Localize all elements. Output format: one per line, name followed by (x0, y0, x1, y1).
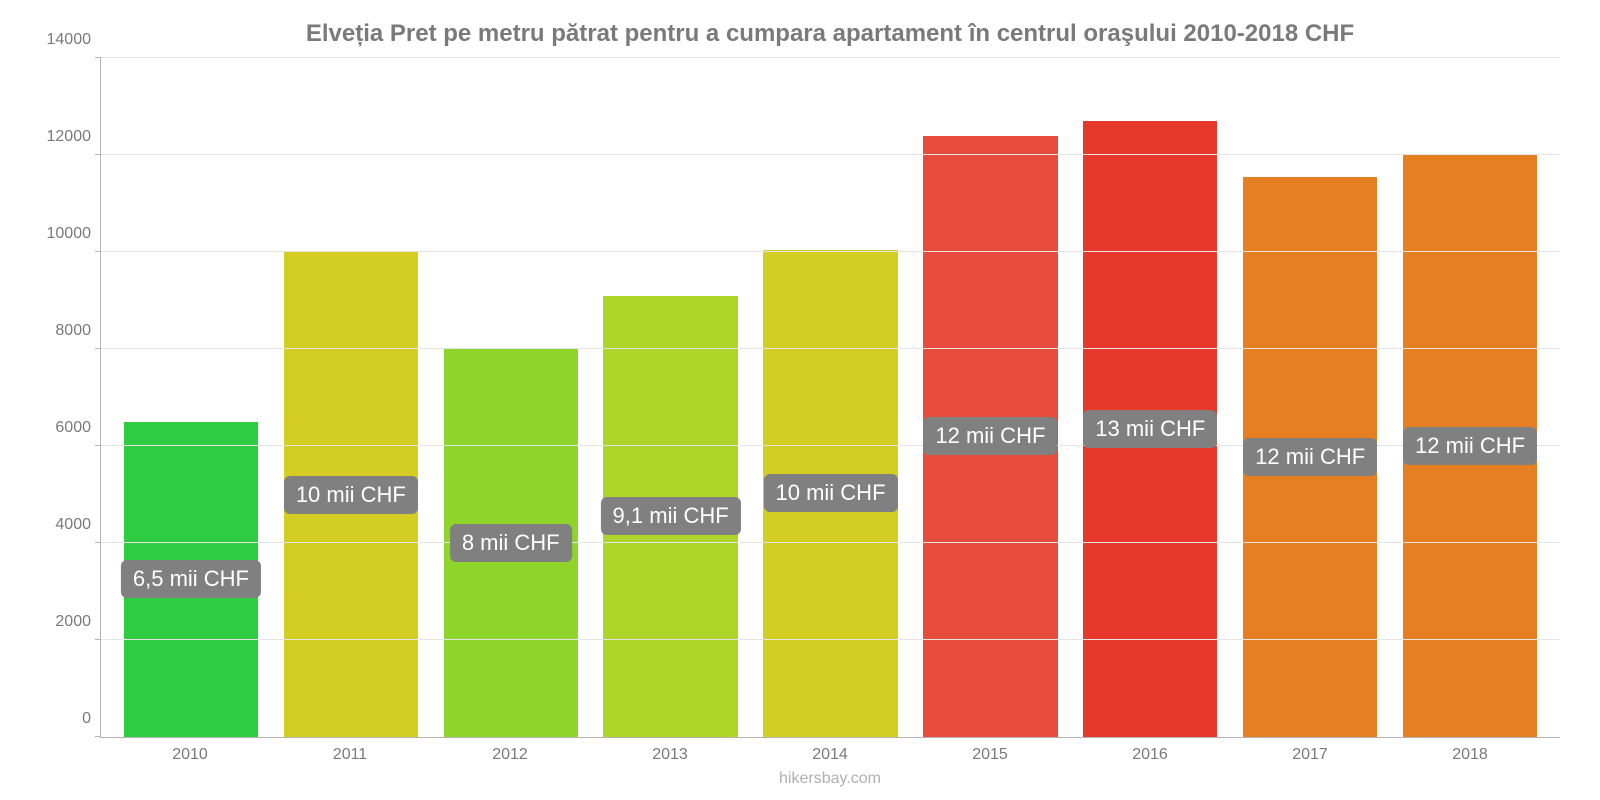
x-tick-label: 2011 (270, 746, 430, 764)
bar-slot: 8 mii CHF (431, 58, 591, 737)
bar-slot: 10 mii CHF (271, 58, 431, 737)
x-tick-label: 2013 (590, 746, 750, 764)
grid-line (101, 639, 1560, 640)
y-tick-label: 10000 (31, 225, 91, 243)
y-tick-label: 12000 (31, 128, 91, 146)
y-tick-label: 6000 (31, 419, 91, 437)
chart-container: Elveția Pret pe metru pătrat pentru a cu… (0, 0, 1600, 800)
y-tick-label: 4000 (31, 516, 91, 534)
source-label: hikersbay.com (100, 770, 1560, 788)
y-tick-mark (95, 639, 101, 640)
bar: 10 mii CHF (284, 252, 418, 737)
bar-value-label: 12 mii CHF (1243, 438, 1377, 476)
x-axis-labels: 201020112012201320142015201620172018 (100, 746, 1560, 764)
grid-line (101, 251, 1560, 252)
y-tick-label: 2000 (31, 613, 91, 631)
x-tick-label: 2010 (110, 746, 270, 764)
bar: 6,5 mii CHF (124, 422, 258, 737)
bar: 12 mii CHF (1403, 155, 1537, 737)
bar-value-label: 10 mii CHF (763, 474, 897, 512)
bar: 8 mii CHF (444, 349, 578, 737)
x-tick-label: 2015 (910, 746, 1070, 764)
y-tick-label: 8000 (31, 322, 91, 340)
bar: 10 mii CHF (763, 250, 897, 737)
bars-group: 6,5 mii CHF 10 mii CHF 8 mii CHF 9,1 mii CH… (101, 58, 1560, 737)
bar-value-label: 10 mii CHF (284, 476, 418, 514)
y-tick-label: 0 (31, 710, 91, 728)
bar: 9,1 mii CHF (603, 296, 737, 737)
x-tick-label: 2018 (1390, 746, 1550, 764)
y-tick-mark (95, 348, 101, 349)
bar-slot: 12 mii CHF (1390, 58, 1550, 737)
y-tick-mark (95, 251, 101, 252)
bar-slot: 13 mii CHF (1070, 58, 1230, 737)
bar-value-label: 6,5 mii CHF (121, 560, 261, 598)
y-tick-mark (95, 445, 101, 446)
bar-slot: 12 mii CHF (910, 58, 1070, 737)
y-tick-mark (95, 154, 101, 155)
bar: 13 mii CHF (1083, 121, 1217, 737)
bar-slot: 6,5 mii CHF (111, 58, 271, 737)
chart-title: Elveția Pret pe metru pătrat pentru a cu… (100, 20, 1560, 48)
y-tick-mark (95, 736, 101, 737)
plot-area: 6,5 mii CHF 10 mii CHF 8 mii CHF 9,1 mii CH… (100, 58, 1560, 738)
grid-line (101, 542, 1560, 543)
x-tick-label: 2017 (1230, 746, 1390, 764)
bar-value-label: 9,1 mii CHF (601, 497, 741, 535)
grid-line (101, 154, 1560, 155)
x-tick-label: 2012 (430, 746, 590, 764)
bar-value-label: 12 mii CHF (923, 417, 1057, 455)
grid-line (101, 348, 1560, 349)
bar: 12 mii CHF (923, 136, 1057, 737)
grid-line (101, 57, 1560, 58)
y-tick-mark (95, 57, 101, 58)
x-tick-label: 2016 (1070, 746, 1230, 764)
bar-value-label: 12 mii CHF (1403, 427, 1537, 465)
y-tick-label: 14000 (31, 31, 91, 49)
bar-slot: 10 mii CHF (751, 58, 911, 737)
y-tick-mark (95, 542, 101, 543)
x-tick-label: 2014 (750, 746, 910, 764)
bar-value-label: 8 mii CHF (450, 524, 572, 562)
bar-slot: 12 mii CHF (1230, 58, 1390, 737)
bar: 12 mii CHF (1243, 177, 1377, 737)
bar-slot: 9,1 mii CHF (591, 58, 751, 737)
bar-value-label: 13 mii CHF (1083, 410, 1217, 448)
